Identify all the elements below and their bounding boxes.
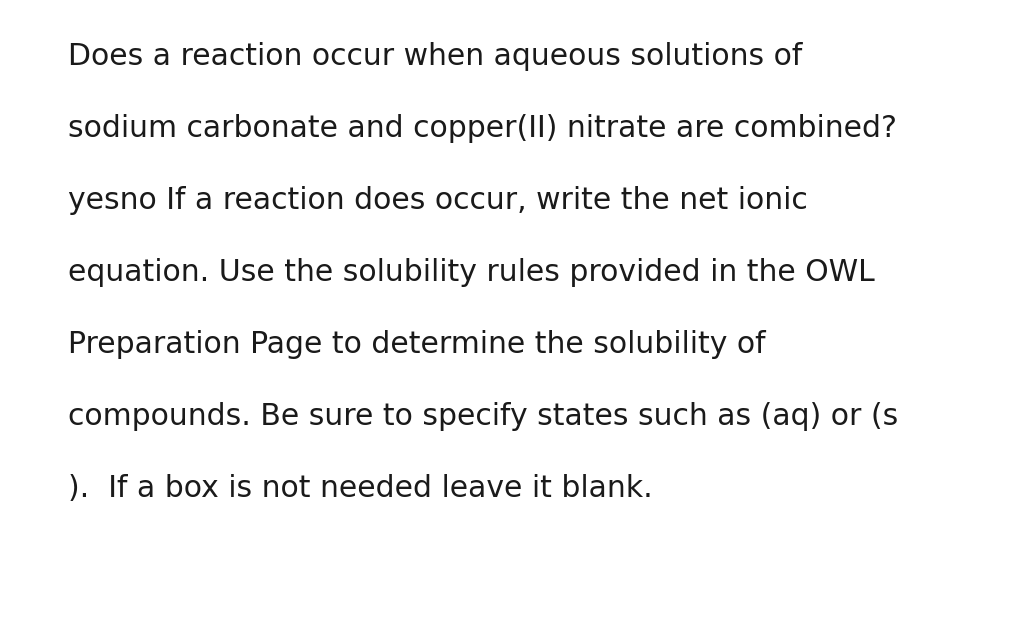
Text: ).  If a box is not needed leave it blank.: ). If a box is not needed leave it blank… (68, 474, 652, 503)
Text: equation. Use the solubility rules provided in the OWL: equation. Use the solubility rules provi… (68, 258, 874, 287)
Text: yesno If a reaction does occur, write the net ionic: yesno If a reaction does occur, write th… (68, 186, 808, 215)
Text: sodium carbonate and copper(II) nitrate are combined?: sodium carbonate and copper(II) nitrate … (68, 114, 897, 143)
Text: compounds. Be sure to specify states such as (aq) or (s: compounds. Be sure to specify states suc… (68, 402, 898, 431)
Text: Does a reaction occur when aqueous solutions of: Does a reaction occur when aqueous solut… (68, 42, 803, 71)
Text: Preparation Page to determine the solubility of: Preparation Page to determine the solubi… (68, 330, 766, 359)
